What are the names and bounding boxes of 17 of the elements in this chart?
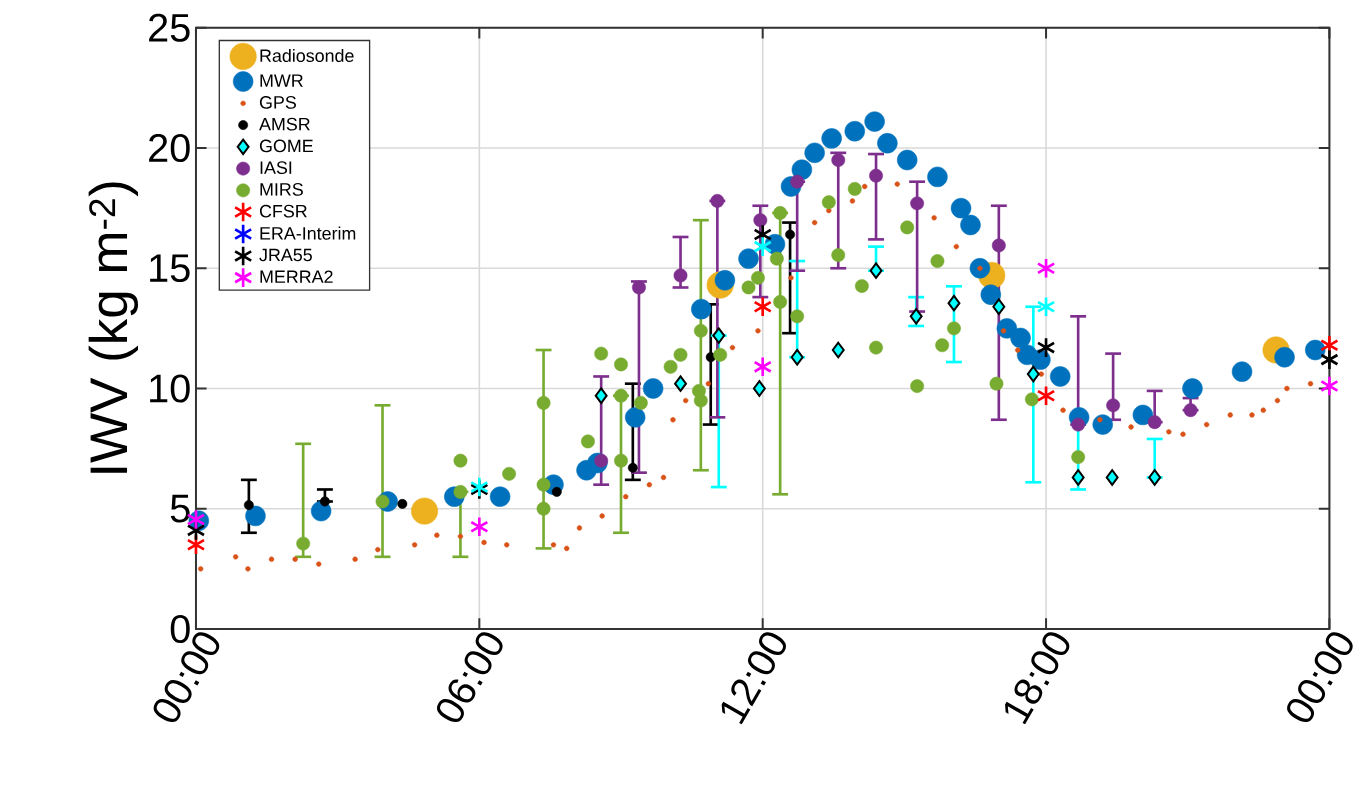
y-tick-label: 15 — [150, 254, 190, 283]
y-tick-label: 20 — [149, 134, 190, 163]
legend-label: GPS — [259, 96, 296, 109]
legend-label: MIRS — [260, 183, 303, 196]
legend-label: IASI — [260, 161, 292, 175]
legend-label: ERA-Interim — [260, 226, 356, 240]
legend-label: CFSR — [259, 205, 307, 218]
legend-label: JRA55 — [259, 249, 312, 262]
legend-label: Radiosonde — [260, 49, 354, 63]
y-tick-label: 10 — [150, 374, 190, 403]
y-tick-label: 25 — [149, 13, 190, 43]
legend-label: AMSR — [259, 118, 310, 131]
y-tick-label: 5 — [170, 495, 190, 523]
legend-label: MERRA2 — [260, 270, 333, 284]
y-axis-title: IWV (kg m$^{-2}$) — [88, 182, 139, 473]
legend-label: GOME — [259, 139, 313, 153]
legend-label: MWR — [260, 74, 303, 87]
